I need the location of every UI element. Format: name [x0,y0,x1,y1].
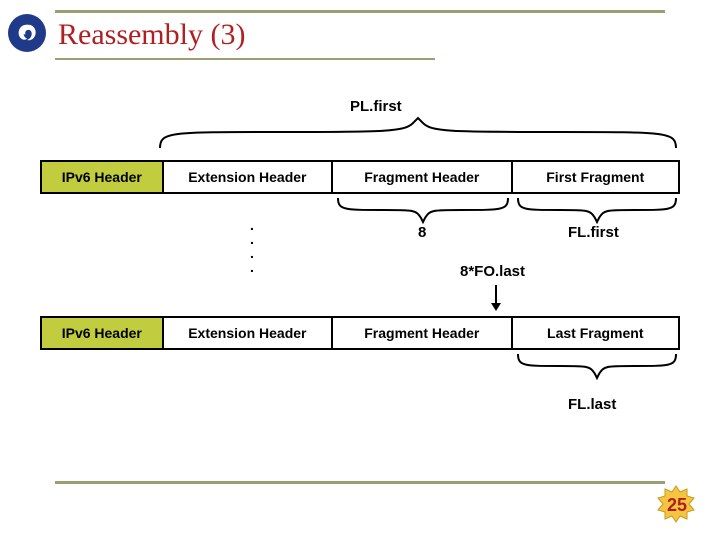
cell-ext-last: Extension Header [164,318,333,348]
logo [8,14,46,52]
arrow-down-icon [495,285,497,309]
eight-label: 8 [418,224,426,241]
fl-last-label: FL.last [568,396,616,413]
cell-data-last: Last Fragment [513,318,678,348]
cell-frag-first: Fragment Header [333,162,512,192]
fo-last-label: 8*FO.last [460,263,525,280]
page-number: 25 [667,495,687,516]
footer-rule [55,481,665,484]
header-rule [55,10,665,13]
vertical-dots: .... [250,218,254,274]
packet-row-first: IPv6 Header Extension Header Fragment He… [40,160,680,194]
cell-ipv6-last: IPv6 Header [42,318,164,348]
slide-title: Reassembly (3) [58,18,245,52]
brace-eight [334,196,512,222]
cell-frag-last: Fragment Header [333,318,512,348]
cell-data-first: First Fragment [513,162,678,192]
fl-first-label: FL.first [568,224,619,241]
swirl-icon [13,19,41,47]
brace-fl-first [514,196,680,222]
cell-ext-first: Extension Header [164,162,333,192]
pl-first-label: PL.first [350,98,402,115]
packet-row-last: IPv6 Header Extension Header Fragment He… [40,316,680,350]
brace-fl-last [514,352,680,378]
cell-ipv6-first: IPv6 Header [42,162,164,192]
title-underline [55,58,435,60]
brace-pl-first [156,118,680,152]
